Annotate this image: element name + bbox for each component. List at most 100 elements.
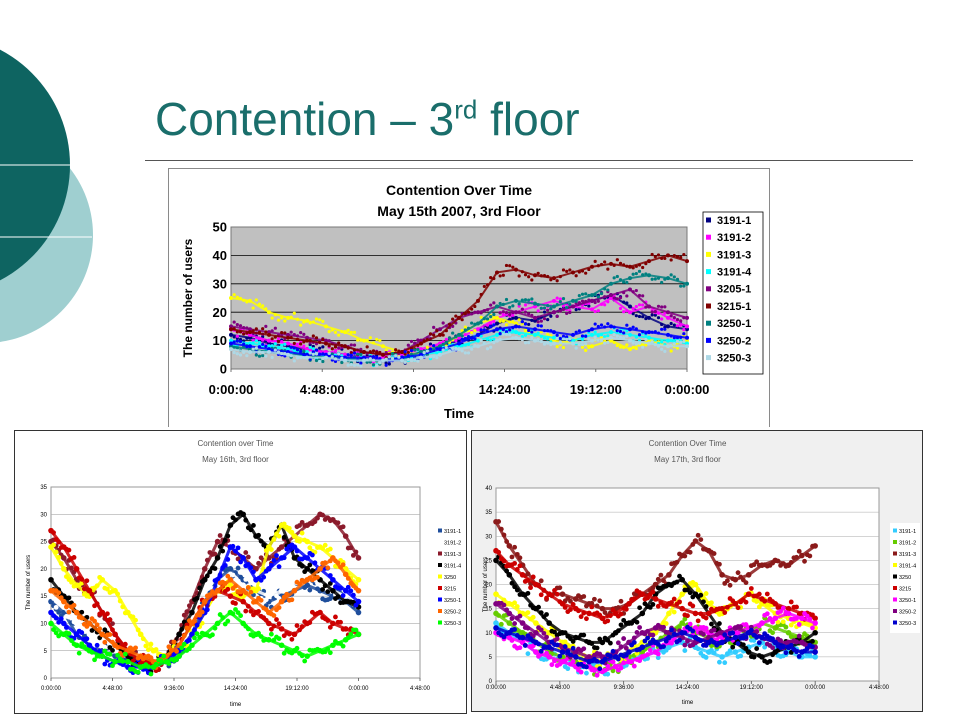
data-point [273, 342, 277, 346]
data-point [324, 352, 328, 357]
data-point [687, 590, 693, 596]
data-point [520, 298, 524, 302]
data-point [122, 651, 128, 657]
data-point [780, 619, 786, 625]
data-point [756, 653, 762, 658]
data-point [86, 587, 93, 594]
data-point [276, 636, 282, 642]
data-point [245, 554, 251, 560]
data-point [220, 548, 226, 554]
data-point [590, 332, 594, 337]
data-point [555, 333, 559, 337]
data-point [615, 640, 621, 646]
data-point [61, 566, 67, 572]
data-point [294, 548, 300, 554]
data-point [584, 292, 588, 296]
legend-swatch [706, 320, 711, 326]
data-point [577, 342, 581, 347]
data-point [460, 337, 464, 342]
data-point [748, 586, 754, 591]
data-point [263, 637, 269, 642]
data-point [525, 578, 531, 583]
data-point [110, 621, 115, 627]
data-point [286, 335, 290, 340]
data-point [304, 653, 311, 659]
y-tick-label: 15 [40, 594, 47, 600]
data-point [641, 273, 645, 277]
data-point [318, 346, 322, 350]
data-point [263, 607, 269, 612]
data-point [276, 564, 282, 570]
data-point [618, 598, 624, 604]
data-point [675, 277, 680, 281]
data-point [514, 330, 518, 335]
legend-swatch [893, 620, 897, 625]
data-point [796, 622, 802, 627]
data-point [400, 358, 404, 363]
data-point [597, 612, 603, 618]
data-point [533, 273, 537, 278]
data-point [523, 329, 528, 333]
data-point [533, 332, 537, 337]
data-point [276, 318, 281, 322]
legend-label: 3205-1 [717, 284, 751, 296]
data-point [273, 339, 277, 344]
legend-swatch [438, 551, 442, 556]
data-point [658, 572, 664, 578]
data-point [496, 613, 502, 618]
data-point [647, 304, 651, 309]
data-point [594, 658, 600, 664]
data-point [71, 583, 77, 589]
data-point [650, 313, 654, 317]
data-point [292, 346, 296, 350]
data-point [549, 307, 553, 311]
data-point [546, 304, 550, 308]
data-point [677, 637, 682, 643]
data-point [536, 271, 540, 275]
data-point [571, 298, 575, 303]
legend-swatch [438, 620, 442, 625]
data-point [324, 349, 328, 354]
data-point [311, 347, 315, 351]
data-point [717, 621, 722, 626]
data-point [501, 634, 507, 640]
data-point [612, 325, 616, 329]
data-point [243, 577, 249, 582]
data-point [176, 631, 182, 638]
data-point [248, 608, 254, 614]
data-point [307, 587, 313, 593]
data-point [466, 342, 471, 347]
data-point [671, 596, 677, 602]
data-point [53, 615, 59, 621]
data-point [596, 309, 600, 313]
data-point [652, 596, 659, 602]
x-tick-label: 0:00:00 [348, 686, 369, 692]
chart-subtitle: May 15th 2007, 3rd Floor [377, 203, 541, 219]
data-point [637, 263, 642, 267]
data-point [794, 649, 799, 655]
data-point [807, 652, 813, 658]
data-point [508, 264, 512, 268]
data-point [342, 533, 349, 539]
data-point [514, 604, 520, 609]
data-point [587, 298, 591, 302]
data-point [671, 631, 677, 637]
data-point [730, 576, 736, 582]
data-point [772, 615, 779, 622]
data-point [295, 317, 300, 321]
data-point [709, 621, 714, 627]
data-point [508, 332, 512, 337]
data-point [561, 297, 566, 301]
data-point [539, 324, 543, 328]
legend-label: 3191-3 [444, 552, 461, 558]
data-point [609, 293, 613, 298]
data-point [512, 627, 518, 632]
data-point [489, 325, 493, 329]
data-point [73, 566, 80, 572]
data-point [276, 533, 282, 539]
data-point [596, 324, 600, 329]
data-point [186, 618, 192, 624]
data-point [751, 654, 757, 660]
data-point [110, 663, 115, 669]
data-point [679, 591, 685, 597]
